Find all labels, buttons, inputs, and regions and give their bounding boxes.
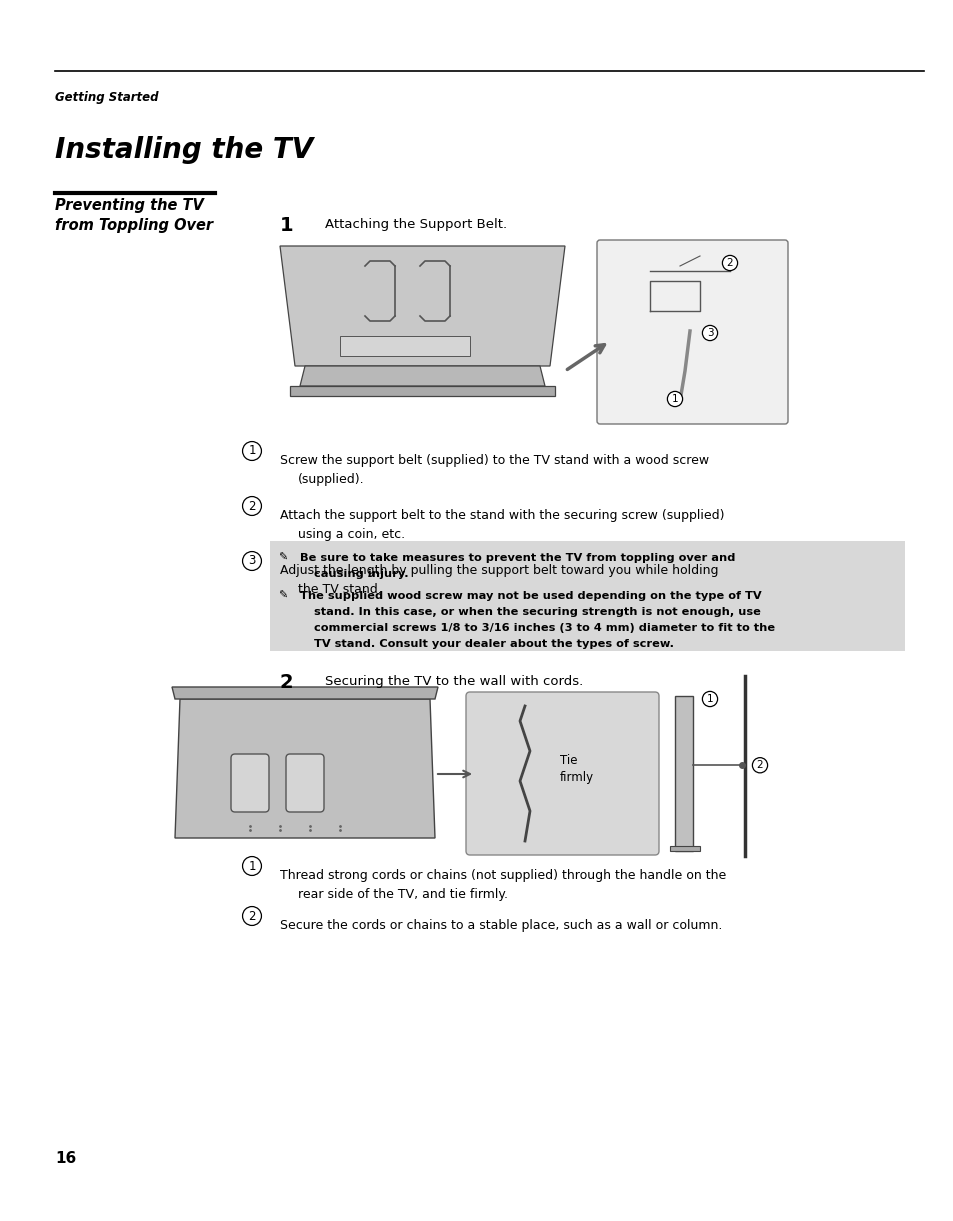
Text: Be sure to take measures to prevent the TV from toppling over and: Be sure to take measures to prevent the …: [299, 553, 735, 563]
Text: 2: 2: [248, 499, 255, 513]
Text: Getting Started: Getting Started: [55, 92, 158, 104]
Text: 1: 1: [280, 216, 294, 234]
Text: 3: 3: [706, 328, 713, 338]
Text: causing injury.: causing injury.: [314, 569, 408, 579]
FancyBboxPatch shape: [465, 692, 659, 855]
Polygon shape: [669, 846, 700, 851]
Text: 2: 2: [248, 910, 255, 923]
Text: Tie
firmly: Tie firmly: [559, 755, 594, 784]
Text: Preventing the TV
from Toppling Over: Preventing the TV from Toppling Over: [55, 198, 213, 233]
Polygon shape: [675, 696, 692, 851]
Text: TV stand. Consult your dealer about the types of screw.: TV stand. Consult your dealer about the …: [314, 639, 673, 650]
Bar: [270, 541, 904, 651]
Polygon shape: [299, 366, 544, 386]
Text: the TV stand.: the TV stand.: [297, 582, 381, 596]
Text: 1: 1: [671, 394, 678, 404]
Text: using a coin, etc.: using a coin, etc.: [297, 527, 405, 541]
Text: ✎: ✎: [277, 591, 287, 601]
Text: Attach the support belt to the stand with the securing screw (supplied): Attach the support belt to the stand wit…: [280, 509, 723, 523]
Text: 1: 1: [248, 444, 255, 458]
Polygon shape: [290, 386, 555, 396]
Text: Secure the cords or chains to a stable place, such as a wall or column.: Secure the cords or chains to a stable p…: [280, 919, 721, 932]
Text: (supplied).: (supplied).: [297, 473, 364, 486]
Text: ✎: ✎: [277, 553, 287, 563]
Text: The supplied wood screw may not be used depending on the type of TV: The supplied wood screw may not be used …: [299, 591, 760, 601]
Text: Attaching the Support Belt.: Attaching the Support Belt.: [325, 219, 507, 231]
Text: 2: 2: [726, 258, 733, 267]
Text: Installing the TV: Installing the TV: [55, 136, 313, 164]
Text: Screw the support belt (supplied) to the TV stand with a wood screw: Screw the support belt (supplied) to the…: [280, 454, 708, 466]
Text: 2: 2: [756, 761, 762, 770]
Text: 2: 2: [280, 673, 294, 692]
FancyBboxPatch shape: [597, 241, 787, 424]
Text: rear side of the TV, and tie firmly.: rear side of the TV, and tie firmly.: [297, 888, 507, 901]
Text: 16: 16: [55, 1151, 76, 1166]
Text: commercial screws 1/8 to 3/16 inches (3 to 4 mm) diameter to fit to the: commercial screws 1/8 to 3/16 inches (3 …: [314, 623, 774, 632]
Text: 1: 1: [706, 694, 713, 705]
Bar: [339, 336, 470, 357]
Text: 1: 1: [248, 860, 255, 873]
Text: Securing the TV to the wall with cords.: Securing the TV to the wall with cords.: [325, 675, 582, 687]
Polygon shape: [174, 698, 435, 838]
Text: Adjust the length by pulling the support belt toward you while holding: Adjust the length by pulling the support…: [280, 564, 718, 578]
Text: 3: 3: [248, 554, 255, 568]
Text: Thread strong cords or chains (not supplied) through the handle on the: Thread strong cords or chains (not suppl…: [280, 869, 725, 882]
Text: stand. In this case, or when the securing strength is not enough, use: stand. In this case, or when the securin…: [314, 607, 760, 617]
FancyBboxPatch shape: [286, 755, 324, 812]
Polygon shape: [280, 245, 564, 366]
FancyBboxPatch shape: [231, 755, 269, 812]
Polygon shape: [172, 687, 437, 698]
